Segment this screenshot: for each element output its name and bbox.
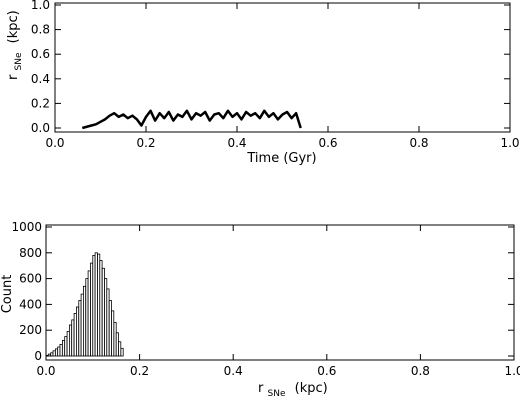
svg-text:r SNe (kpc): r SNe (kpc)	[258, 381, 328, 400]
histogram-bar	[76, 306, 80, 357]
histogram-y-tick-label: 800	[19, 246, 42, 260]
time-series-x-tick-label: 0.2	[136, 136, 155, 150]
histogram-x-tick-label: 1.0	[504, 364, 520, 378]
time-series-y-tick-label: 0.4	[31, 72, 50, 86]
histogram-x-axis-label: r SNe (kpc)	[258, 381, 328, 400]
time-series-y-axis-label: r SNe (kpc)	[6, 10, 25, 80]
histogram-x-tick-label: 0.6	[317, 364, 336, 378]
histogram-bar	[71, 319, 75, 357]
time-series-x-tick-label: 0.6	[318, 136, 337, 150]
time-series-x-tick-label: 1.0	[500, 136, 519, 150]
histogram-bar	[99, 260, 103, 357]
time-series-y-tick-label: 0.8	[31, 23, 50, 37]
histogram-panel: 0 200 400 600 800 1000 0.0 0.2 0.4 0.6 0.8 1.0 Cou…	[0, 220, 520, 400]
time-series-plot-frame	[54, 2, 511, 133]
time-series-panel: 0.0 0.2 0.4 0.6 0.8 1.0 0.0 0.2 0.4 0.6 0.8 1.0 Ti…	[6, 0, 520, 166]
time-series-x-tick-label: 0.4	[227, 136, 246, 150]
time-series-x-axis-label: Time (Gyr)	[246, 151, 316, 166]
time-series-y-tick-label: 0.2	[31, 96, 50, 110]
histogram-bar	[120, 347, 124, 357]
histogram-bar	[118, 341, 122, 357]
time-series-y-label-unit: (kpc)	[6, 10, 21, 43]
time-series-line-series	[81, 109, 302, 130]
histogram-plot-frame	[45, 224, 515, 361]
histogram-bar	[94, 252, 98, 357]
histogram-x-tick-label: 0.4	[224, 364, 243, 378]
histogram-y-tick-label: 400	[19, 297, 42, 311]
histogram-bar	[52, 350, 56, 357]
histogram-bars	[45, 252, 124, 357]
histogram-x-label-main: r	[258, 381, 264, 396]
histogram-bar	[64, 336, 68, 357]
time-series-y-tick-label: 0.0	[31, 121, 50, 135]
histogram-bar	[59, 343, 63, 357]
time-series-y-tick-label: 1.0	[31, 0, 50, 12]
histogram-x-tick-label: 0.8	[411, 364, 430, 378]
time-series-x-tick-label: 0.8	[409, 136, 428, 150]
histogram-x-label-subscript: SNe	[268, 389, 286, 399]
svg-text:r SNe (kpc): r SNe (kpc)	[6, 10, 25, 80]
histogram-x-axis: 0.0 0.2 0.4 0.6 0.8 1.0	[36, 225, 520, 378]
time-series-y-axis: 0.0 0.2 0.4 0.6 0.8 1.0	[31, 0, 510, 135]
histogram-bar	[111, 310, 115, 357]
histogram-y-tick-label: 600	[19, 272, 42, 286]
histogram-bar	[106, 288, 110, 357]
histogram-bar	[87, 270, 91, 357]
histogram-y-tick-label: 0	[34, 349, 42, 363]
histogram-y-tick-label: 1000	[11, 220, 42, 234]
time-series-x-tick-label: 0.0	[45, 136, 64, 150]
histogram-x-label-unit: (kpc)	[295, 381, 328, 396]
time-series-y-label-main: r	[6, 74, 21, 80]
histogram-x-tick-label: 0.0	[36, 364, 55, 378]
time-series-y-label-subscript: SNe	[14, 52, 24, 70]
time-series-y-tick-label: 0.6	[31, 47, 50, 61]
histogram-y-axis-label: Count	[0, 275, 15, 314]
histogram-y-axis: 0 200 400 600 800 1000	[11, 220, 514, 363]
time-series-line	[81, 109, 302, 130]
histogram-y-tick-label: 200	[19, 323, 42, 337]
histogram-x-tick-label: 0.2	[130, 364, 149, 378]
time-series-x-axis: 0.0 0.2 0.4 0.6 0.8 1.0	[45, 3, 520, 150]
histogram-bar	[83, 285, 87, 357]
